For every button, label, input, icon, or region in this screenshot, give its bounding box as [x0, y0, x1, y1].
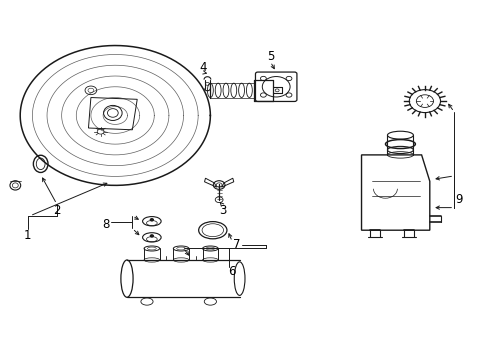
Text: 6: 6 [228, 265, 236, 278]
Circle shape [150, 219, 153, 221]
Text: 2: 2 [53, 204, 61, 217]
Circle shape [150, 235, 153, 237]
Text: 8: 8 [102, 218, 109, 231]
Text: 5: 5 [266, 50, 273, 63]
Text: 4: 4 [199, 60, 206, 73]
Text: 3: 3 [219, 204, 226, 217]
Text: 9: 9 [454, 193, 462, 206]
Text: 7: 7 [233, 238, 241, 251]
Text: 1: 1 [24, 229, 31, 242]
